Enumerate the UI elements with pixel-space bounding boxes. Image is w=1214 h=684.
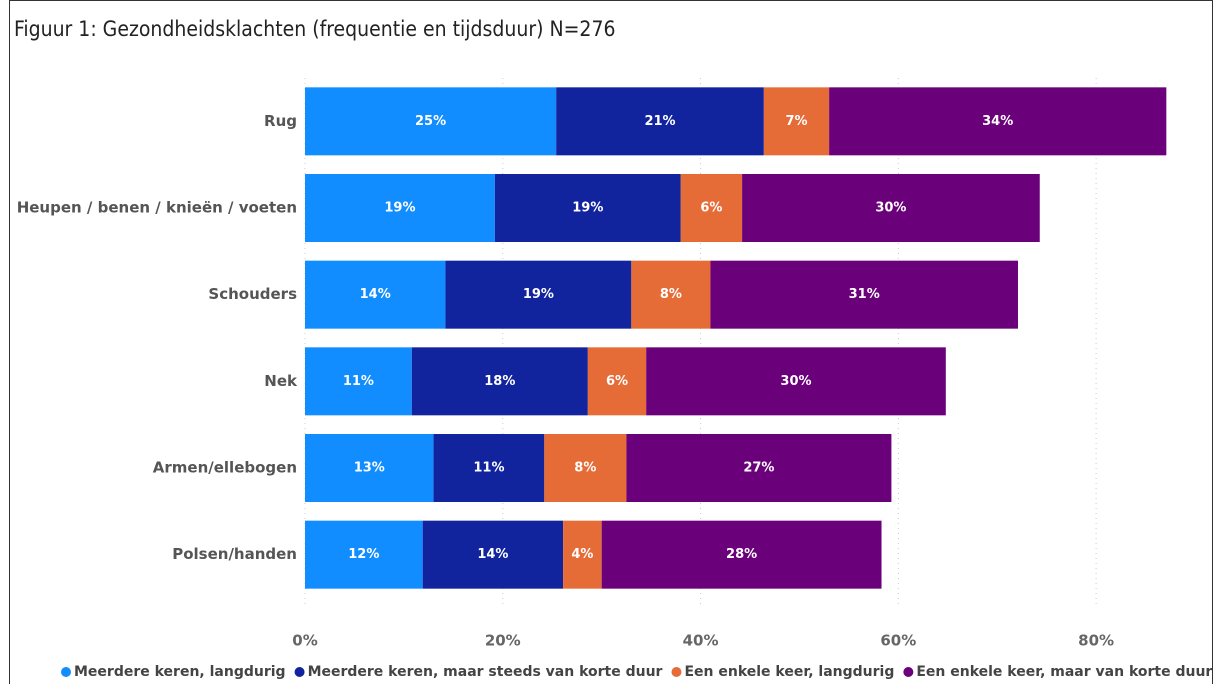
value-label: 11% (473, 461, 504, 476)
value-label: 7% (785, 114, 807, 129)
value-label: 13% (354, 461, 385, 476)
value-label: 30% (875, 201, 906, 216)
bar-segment (433, 434, 545, 502)
y-tick-label: Armen/ellebogen (153, 459, 297, 477)
value-label: 28% (726, 547, 757, 562)
y-tick-label: Schouders (208, 285, 297, 303)
bar-segment (305, 347, 412, 416)
x-tick-label: 40% (683, 632, 719, 650)
value-label: 19% (384, 201, 415, 216)
bar-segment (544, 434, 627, 502)
bar-segment (646, 347, 946, 416)
chart-title: Figuur 1: Gezondheidsklachten (frequenti… (14, 17, 615, 41)
bar-segment (422, 520, 564, 589)
bar-segment (631, 260, 711, 329)
value-label: 19% (572, 201, 603, 216)
bar-segment (305, 260, 446, 329)
value-label: 14% (477, 547, 508, 562)
y-tick-label: Heupen / benen / knieën / voeten (17, 199, 297, 217)
value-label: 31% (849, 287, 880, 302)
bar-segment (626, 434, 892, 502)
y-tick-label: Nek (264, 372, 298, 390)
value-label: 6% (700, 201, 722, 216)
value-label: 14% (360, 287, 391, 302)
bar-segment (305, 87, 557, 156)
bar-segment (445, 260, 632, 329)
value-label: 4% (571, 547, 593, 562)
x-tick-label: 80% (1078, 632, 1114, 650)
bar-segment (601, 520, 882, 589)
x-tick-label: 0% (292, 632, 317, 650)
value-label: 8% (660, 287, 682, 302)
legend-label: Meerdere keren, maar steeds van korte du… (308, 664, 663, 680)
bar-segment (305, 174, 495, 242)
bar-segment (556, 87, 764, 156)
x-tick-label: 20% (485, 632, 521, 650)
value-label: 19% (523, 287, 554, 302)
legend-marker (671, 667, 682, 677)
legend-label: Een enkele keer, maar van korte duur (916, 664, 1212, 680)
legend-label: Meerdere keren, langdurig (74, 664, 286, 680)
bar-segment (305, 520, 423, 589)
x-tick-label: 60% (880, 632, 916, 650)
bar-segment (305, 434, 434, 502)
bar-segment (587, 347, 647, 416)
value-label: 27% (743, 461, 774, 476)
bar-segment (763, 87, 830, 156)
value-label: 21% (644, 114, 675, 129)
value-label: 8% (574, 461, 596, 476)
bar-segment (563, 520, 602, 589)
value-label: 6% (606, 374, 628, 389)
legend-marker (61, 667, 71, 677)
value-label: 25% (415, 114, 446, 129)
value-label: 18% (484, 374, 515, 389)
y-tick-label: Polsen/handen (172, 545, 297, 563)
bar-segment (710, 260, 1018, 329)
bar-segment (742, 174, 1040, 242)
value-label: 12% (348, 547, 379, 562)
bar-segment (494, 174, 681, 242)
frame (9, 0, 1213, 684)
legend-marker (903, 667, 914, 677)
y-tick-label: Rug (264, 112, 297, 130)
bar-segment (680, 174, 743, 242)
legend-label: Een enkele keer, langdurig (684, 664, 894, 680)
value-label: 30% (780, 374, 811, 389)
bar-segment (411, 347, 588, 416)
value-label: 34% (982, 114, 1013, 129)
bar-segment (829, 87, 1167, 156)
legend-marker (294, 667, 305, 677)
value-label: 11% (343, 374, 374, 389)
